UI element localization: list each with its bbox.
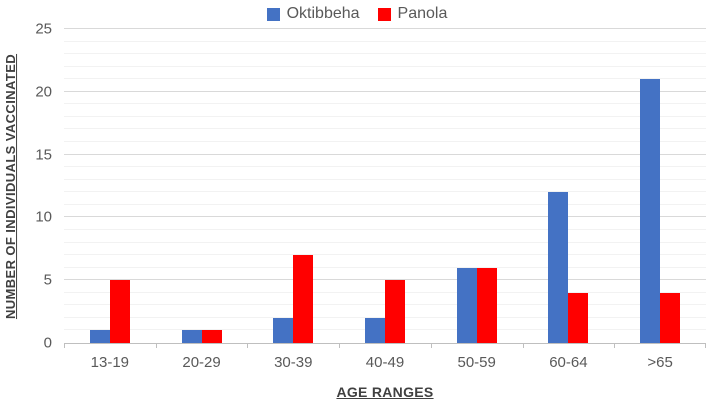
major-gridline (64, 28, 706, 29)
minor-gridline (64, 166, 706, 168)
chart-legend: Oktibbeha Panola (0, 5, 714, 23)
y-tick-label-0: 0 (43, 334, 52, 352)
legend-label-panola: Panola (397, 5, 448, 22)
minor-gridline (64, 103, 706, 105)
x-axis-tick (247, 343, 249, 348)
x-axis-tick (155, 343, 157, 348)
bar-panola-20-29 (201, 330, 222, 343)
bar-panola-50-59 (476, 267, 497, 343)
x-axis-tick (614, 343, 616, 348)
x-axis-tick (430, 343, 432, 348)
minor-gridline (64, 141, 706, 143)
category-label-60-64: 60-64 (549, 354, 588, 371)
minor-gridline (64, 203, 706, 205)
major-gridline (64, 279, 706, 281)
category-label-40-49: 40-49 (365, 354, 405, 371)
y-axis-tick-labels: 0 5 10 15 20 25 (0, 21, 52, 352)
bar-oktibbeha-60-64 (548, 192, 569, 343)
bar-panola-13-19 (109, 280, 130, 343)
category-label-50-59: 50-59 (457, 354, 496, 371)
x-axis-tick (339, 343, 341, 348)
x-axis-category-labels: 13-19 20-29 30-39 40-49 50-59 60-64 >65 (64, 354, 706, 374)
bar-oktibbeha-20-29 (181, 330, 202, 343)
major-gridline (64, 216, 706, 218)
category-label->65: >65 (647, 354, 673, 371)
x-axis-tick (522, 343, 524, 348)
x-axis-title: AGE RANGES (336, 384, 434, 400)
bar-panola-30-39 (293, 255, 314, 343)
y-tick-label-15: 15 (35, 146, 52, 164)
y-tick-label-25: 25 (35, 20, 52, 38)
minor-gridline (64, 115, 706, 117)
legend-swatch-panola-icon (377, 7, 391, 21)
bar-oktibbeha-50-59 (456, 267, 477, 343)
minor-gridline (64, 128, 706, 130)
legend-label-oktibbeha: Oktibbeha (286, 5, 360, 22)
minor-gridline (64, 178, 706, 180)
y-tick-label-5: 5 (43, 271, 52, 289)
bar-panola->65 (660, 292, 681, 343)
y-tick-label-20: 20 (35, 83, 52, 101)
minor-gridline (64, 254, 706, 256)
bar-panola-40-49 (385, 280, 405, 343)
x-axis-tick (64, 343, 65, 348)
minor-gridline (64, 40, 706, 42)
minor-gridline (64, 241, 706, 243)
minor-gridline (64, 266, 706, 268)
legend-item-panola: Panola (377, 5, 448, 23)
bar-oktibbeha-40-49 (365, 317, 385, 343)
legend-item-oktibbeha: Oktibbeha (266, 5, 360, 23)
bar-oktibbeha->65 (640, 79, 661, 343)
minor-gridline (64, 53, 706, 55)
legend-swatch-oktibbeha-icon (266, 7, 280, 21)
bar-oktibbeha-13-19 (89, 330, 110, 343)
category-label-20-29: 20-29 (182, 354, 221, 371)
minor-gridline (64, 228, 706, 230)
major-gridline (64, 153, 706, 155)
minor-gridline (64, 191, 706, 193)
minor-gridline (64, 78, 706, 80)
x-axis-tick (705, 343, 706, 348)
category-label-30-39: 30-39 (274, 354, 313, 371)
y-tick-label-10: 10 (35, 208, 52, 226)
plot-area (64, 28, 706, 348)
category-label-13-19: 13-19 (90, 354, 130, 371)
minor-gridline (64, 65, 706, 67)
bar-panola-60-64 (568, 292, 589, 343)
major-gridline (64, 90, 706, 92)
bar-oktibbeha-30-39 (273, 317, 294, 343)
